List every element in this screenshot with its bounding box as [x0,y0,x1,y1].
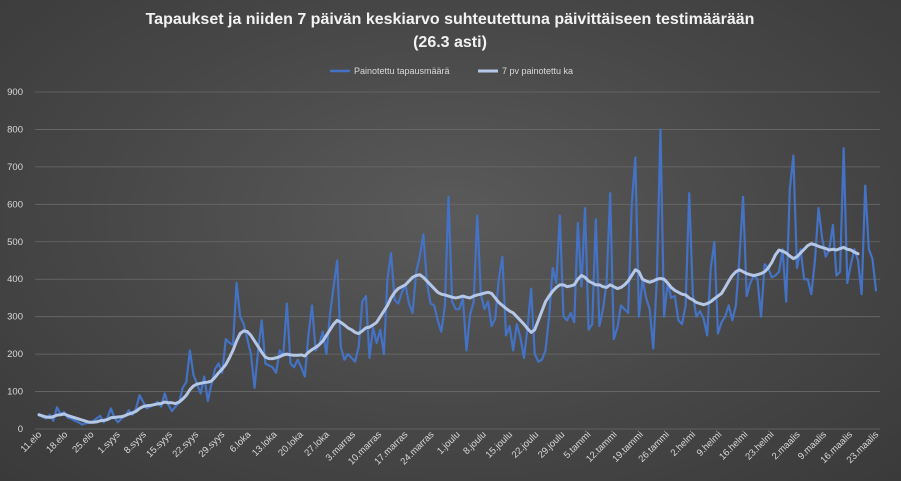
y-tick-label: 200 [7,349,23,360]
x-tick-label: 22.syys [170,429,201,460]
x-tick-label: 25.elo [70,429,96,455]
chart-subtitle: (26.3 asti) [413,34,487,51]
gridlines [35,91,880,430]
x-tick-label: 29.syys [197,429,228,460]
x-tick-label: 1.joulu [435,429,463,457]
x-tick-label: 13.loka [250,429,280,459]
x-tick-label: 15.joulu [484,429,515,460]
y-tick-label: 400 [7,274,23,285]
x-tick-label: 18.elo [44,429,70,455]
y-tick-label: 800 [7,124,23,135]
y-tick-label: 700 [7,162,23,173]
y-tick-label: 100 [7,387,23,398]
y-tick-label: 900 [7,87,23,98]
legend: Painotettu tapausmäärä 7 pv painotettu k… [330,66,573,76]
x-tick-label: 23.helmi [743,429,776,462]
x-tick-label: 20.loka [276,429,306,459]
y-tick-label: 0 [18,424,23,435]
x-tick-label: 1.syys [96,429,123,456]
y-tick-label: 600 [7,199,23,210]
x-axis: 11.elo 18.elo 25.elo 1.syys 8.syys15.syys22.… [19,429,882,468]
x-tick-label: 22.joulu [510,429,541,460]
x-tick-label: 2.helmi [669,429,698,458]
y-axis: 0 100 200 300 400 500 600 700 800 900 [7,87,23,435]
series-line-2 [37,242,860,424]
y-tick-label: 300 [7,312,23,323]
legend-label-series-2: 7 pv painotettu ka [502,66,573,76]
y-tick-label: 500 [7,237,23,248]
chart-title: Tapaukset ja niiden 7 päivän keskiarvo s… [146,11,755,28]
series-line-1 [37,128,878,426]
x-tick-label: 29.joulu [536,429,567,460]
series-lines [37,128,878,426]
legend-label-series-1: Painotettu tapausmäärä [354,66,450,76]
x-tick-label: 15.syys [144,429,175,460]
